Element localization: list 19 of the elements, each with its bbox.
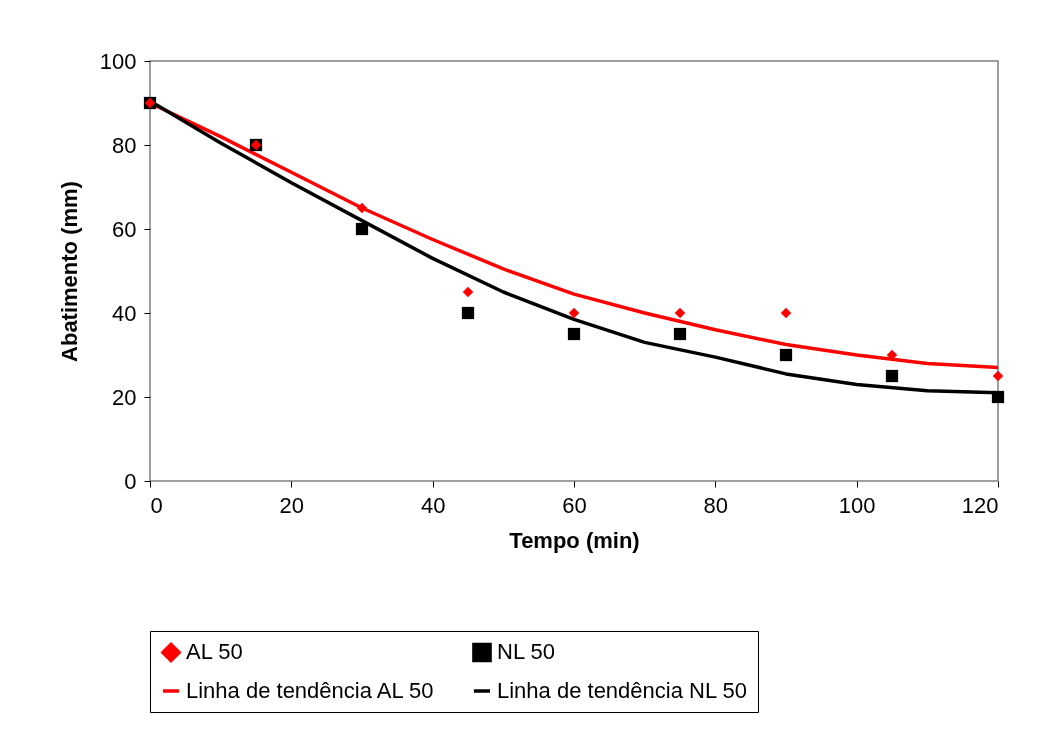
legend-label: Linha de tendência AL 50: [186, 678, 434, 703]
x-tick-label: 60: [562, 492, 587, 518]
x-tick-label: 80: [703, 492, 729, 518]
x-tick-label: 40: [420, 492, 446, 518]
y-tick-label: 20: [112, 384, 137, 410]
y-tick-label: 0: [124, 468, 137, 494]
y-tick-label: 80: [112, 132, 137, 158]
y-tick-label: 60: [112, 216, 137, 242]
x-tick-label: 20: [279, 492, 305, 518]
x-tick-label: 0: [150, 492, 163, 518]
x-axis-title: Tempo (min): [509, 527, 640, 553]
legend-label: Linha de tendência NL 50: [497, 678, 747, 703]
y-tick-label: 100: [99, 48, 137, 74]
y-axis-title: Abatimento (mm): [56, 181, 82, 362]
x-tick-label: 100: [838, 492, 876, 518]
legend-label: AL 50: [186, 639, 243, 665]
y-tick-label: 40: [112, 300, 137, 326]
legend-label: NL 50: [497, 639, 555, 665]
x-tick-label: 120: [961, 492, 999, 518]
